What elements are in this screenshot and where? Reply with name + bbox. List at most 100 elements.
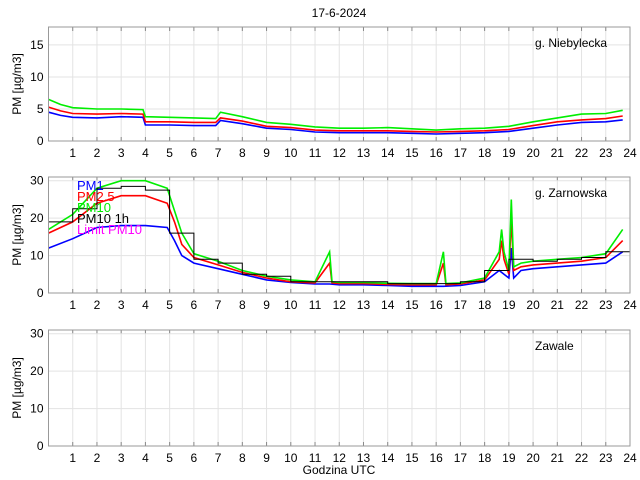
x-tick-label: 4: [142, 146, 149, 160]
x-tick-label: 17: [454, 451, 468, 465]
x-tick-label: 9: [263, 451, 270, 465]
x-tick-label: 6: [191, 298, 198, 312]
x-tick-label: 15: [405, 298, 419, 312]
y-tick-label: 0: [37, 439, 44, 453]
y-tick-label: 30: [30, 174, 44, 188]
x-tick-label: 7: [215, 146, 222, 160]
x-tick-label: 18: [478, 146, 492, 160]
x-tick-label: 17: [454, 298, 468, 312]
y-tick-label: 0: [37, 134, 44, 148]
x-tick-label: 5: [166, 451, 173, 465]
x-tick-label: 7: [215, 298, 222, 312]
x-axis-label: Godzina UTC: [303, 463, 376, 477]
x-tick-label: 7: [215, 451, 222, 465]
x-tick-label: 4: [142, 298, 149, 312]
x-tick-label: 14: [381, 451, 395, 465]
legend-entry: Limit PM10: [77, 222, 142, 237]
panel-2: 1 2 3 4 5 6 7 8 9 10 11 12 13 14 15 16 17 18 19 20 21 22 23 240…: [10, 174, 637, 312]
x-tick-label: 11: [309, 298, 322, 312]
x-tick-label: 16: [429, 298, 443, 312]
x-tick-label: 3: [118, 451, 125, 465]
x-tick-label: 21: [551, 451, 565, 465]
x-tick-label: 23: [599, 451, 613, 465]
x-tick-label: 22: [575, 298, 589, 312]
x-tick-label: 23: [599, 298, 613, 312]
y-tick-label: 30: [30, 327, 44, 341]
x-tick-label: 10: [284, 146, 298, 160]
series-line-pm1: [48, 111, 623, 135]
x-tick-label: 11: [309, 451, 322, 465]
y-tick-label: 10: [30, 249, 44, 263]
x-tick-label: 11: [309, 146, 322, 160]
x-tick-label: 8: [239, 451, 246, 465]
x-tick-label: 19: [502, 298, 516, 312]
x-tick-label: 18: [478, 451, 492, 465]
x-tick-label: 19: [502, 451, 516, 465]
x-tick-label: 13: [357, 146, 371, 160]
x-tick-label: 6: [191, 146, 198, 160]
x-tick-label: 13: [357, 298, 371, 312]
series-line-pm10-1h: [48, 185, 630, 285]
x-tick-label: 24: [623, 146, 637, 160]
x-tick-label: 23: [599, 146, 613, 160]
x-tick-label: 20: [526, 451, 540, 465]
panel-1: 1 2 3 4 5 6 7 8 9 10 11 12 13 14 15 16 17 18 19 20 21 22 23 240…: [10, 26, 637, 160]
x-tick-label: 8: [239, 298, 246, 312]
x-tick-label: 12: [333, 146, 347, 160]
y-tick-label: 0: [37, 286, 44, 300]
station-label: Zawale: [535, 339, 574, 353]
x-tick-label: 16: [429, 451, 443, 465]
x-tick-label: 20: [526, 146, 540, 160]
series-line-pm10: [48, 98, 623, 131]
x-tick-label: 10: [284, 451, 298, 465]
y-axis-label: PM [µg/m3]: [10, 357, 24, 419]
x-tick-label: 5: [166, 146, 173, 160]
y-tick-label: 5: [37, 102, 44, 116]
x-tick-label: 18: [478, 298, 492, 312]
x-tick-label: 8: [239, 146, 246, 160]
x-tick-label: 12: [333, 298, 347, 312]
x-tick-label: 10: [284, 298, 298, 312]
plot-frame: [48, 176, 631, 294]
x-tick-label: 15: [405, 451, 419, 465]
legend-entry: PM2.5: [77, 189, 115, 204]
series-line-pm2-5: [48, 194, 624, 286]
y-tick-label: 10: [30, 402, 44, 416]
legend-entry: PM10: [77, 200, 111, 215]
x-tick-label: 24: [623, 298, 637, 312]
x-tick-label: 4: [142, 451, 149, 465]
x-tick-label: 1: [69, 146, 76, 160]
x-tick-label: 17: [454, 146, 468, 160]
x-tick-label: 22: [575, 146, 589, 160]
plot-frame: [48, 329, 631, 447]
x-tick-label: 2: [94, 451, 101, 465]
x-tick-label: 2: [94, 146, 101, 160]
x-tick-label: 14: [381, 146, 395, 160]
x-tick-label: 20: [526, 298, 540, 312]
legend-entry: PM1: [77, 178, 104, 193]
series-line-pm2-5: [48, 106, 623, 133]
x-tick-label: 3: [118, 146, 125, 160]
legend-entry: PM10 1h: [77, 211, 129, 226]
x-tick-label: 13: [357, 451, 371, 465]
x-tick-label: 12: [333, 451, 347, 465]
panel-3: 1 2 3 4 5 6 7 8 9 10 11 12 13 14 15 16 17 18 19 20 21 22 23 240…: [10, 327, 637, 465]
plot-frame: [48, 26, 631, 142]
x-tick-label: 9: [263, 298, 270, 312]
x-tick-label: 21: [551, 298, 565, 312]
x-tick-label: 6: [191, 451, 198, 465]
series-line-pm1: [48, 224, 624, 288]
y-tick-label: 15: [30, 38, 44, 52]
x-tick-label: 16: [429, 146, 443, 160]
x-tick-label: 19: [502, 146, 516, 160]
x-tick-label: 24: [623, 451, 637, 465]
x-tick-label: 22: [575, 451, 589, 465]
x-tick-label: 1: [69, 298, 76, 312]
chart-title: 17-6-2024: [312, 6, 367, 20]
x-tick-label: 21: [551, 146, 565, 160]
x-tick-label: 15: [405, 146, 419, 160]
y-tick-label: 20: [30, 211, 44, 225]
x-tick-label: 1: [69, 451, 76, 465]
